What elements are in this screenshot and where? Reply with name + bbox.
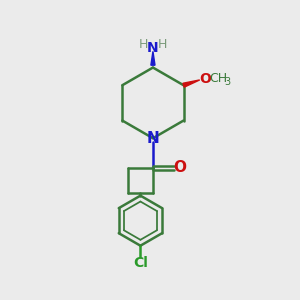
Text: O: O [173, 160, 186, 175]
Text: O: O [199, 72, 211, 86]
Text: H: H [158, 38, 167, 51]
Polygon shape [183, 80, 200, 87]
Text: H: H [139, 38, 148, 51]
Text: Cl: Cl [133, 256, 148, 270]
Text: 3: 3 [225, 77, 231, 87]
Text: CH: CH [209, 72, 227, 85]
Polygon shape [151, 51, 155, 65]
Text: N: N [147, 131, 159, 146]
Text: N: N [147, 41, 159, 55]
